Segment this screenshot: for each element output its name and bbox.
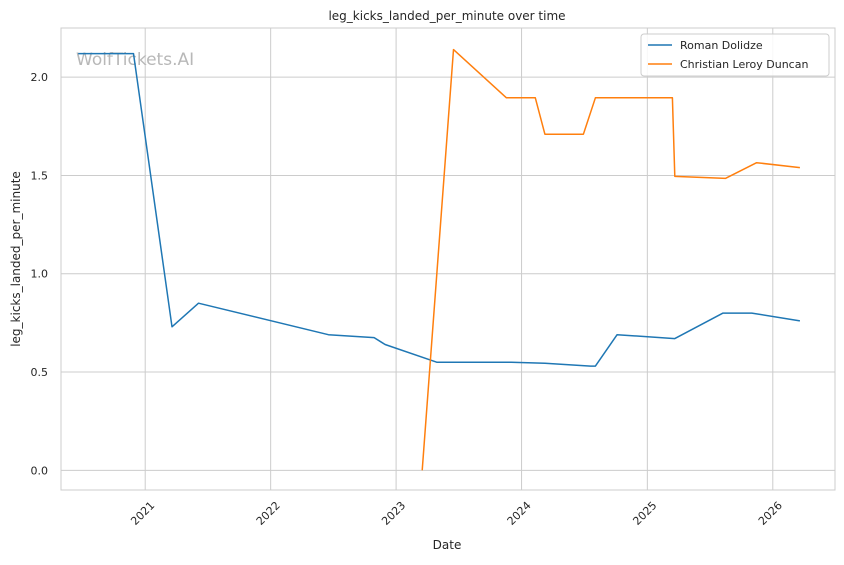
y-axis-ticks: 0.0 0.5 1.0 1.5 2.0 <box>31 71 49 477</box>
x-tick-label: 2021 <box>128 499 157 528</box>
plot-area <box>60 27 836 491</box>
legend-label-christian-leroy-duncan: Christian Leroy Duncan <box>680 58 808 71</box>
y-tick-label: 0.5 <box>31 366 49 379</box>
legend-label-roman-dolidze: Roman Dolidze <box>680 39 763 52</box>
series-lines <box>78 48 801 471</box>
x-axis-label: Date <box>433 538 462 552</box>
x-tick-label: 2022 <box>254 499 283 528</box>
x-axis-ticks: 2021 2022 2023 2024 2025 2026 <box>128 499 785 528</box>
x-tick-label: 2025 <box>630 499 659 528</box>
chart-title: leg_kicks_landed_per_minute over time <box>328 9 565 23</box>
x-tick-label: 2023 <box>379 499 408 528</box>
y-tick-label: 0.0 <box>31 464 49 477</box>
legend-box <box>640 33 830 77</box>
x-tick-label: 2024 <box>505 499 534 528</box>
grid-lines <box>61 28 835 490</box>
legend: Roman Dolidze Christian Leroy Duncan <box>640 33 830 77</box>
y-tick-label: 2.0 <box>31 71 49 84</box>
y-tick-label: 1.0 <box>31 268 49 281</box>
x-tick-label: 2026 <box>756 499 785 528</box>
y-axis-label: leg_kicks_landed_per_minute <box>9 171 23 347</box>
y-tick-label: 1.5 <box>31 169 49 182</box>
series-line-roman-dolidze <box>78 52 801 367</box>
series-line-christian-leroy-duncan <box>421 48 800 471</box>
